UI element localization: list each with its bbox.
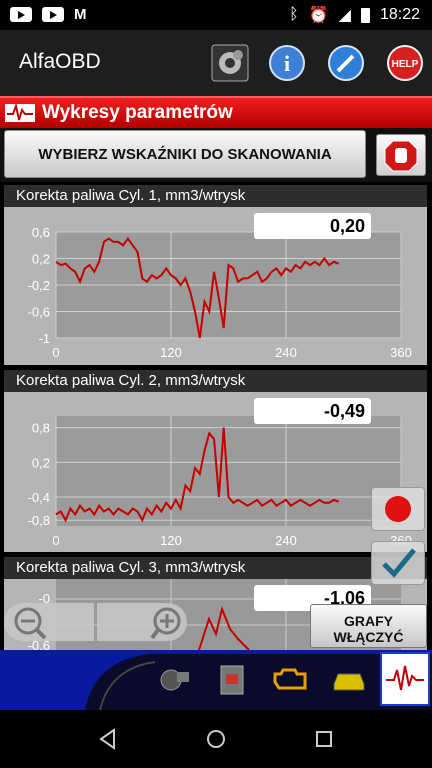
x-tick-label: 240	[275, 345, 297, 360]
back-icon[interactable]	[96, 727, 120, 751]
x-tick-label: 0	[52, 533, 59, 548]
gmail-notification-icon: M	[74, 6, 87, 23]
turbo-button[interactable]	[151, 656, 197, 702]
x-tick-label: 0	[52, 345, 59, 360]
x-tick-label: 120	[160, 345, 182, 360]
bluetooth-icon: ᛒ	[289, 6, 299, 23]
turbo-icon	[160, 669, 189, 691]
chart-title-3: Korekta paliwa Cyl. 3, mm3/wtrysk	[4, 557, 427, 579]
screen-title-bar: Wykresy parametrów	[0, 96, 432, 128]
help-icon: HELP	[387, 45, 423, 81]
data-line	[55, 427, 340, 523]
car-icon	[333, 673, 365, 691]
status-bar: M ᛒ ⏰ ◢ 18:22	[0, 0, 432, 30]
wrench-icon	[328, 45, 364, 81]
confirm-button[interactable]	[371, 541, 425, 585]
info-button[interactable]: i	[268, 44, 306, 82]
zoom-in-button[interactable]	[97, 603, 187, 641]
y-tick-label: -0,4	[28, 490, 50, 505]
graphs-toggle-button[interactable]: GRAFY WŁĄCZYĆ	[310, 604, 427, 648]
tools-button[interactable]	[327, 44, 365, 82]
x-tick-label: 120	[160, 533, 182, 548]
toolbar-decoration	[85, 654, 432, 710]
y-tick-label: 0,8	[32, 421, 50, 436]
y-tick-label: -0,2	[28, 278, 50, 293]
y-tick-label: 0,2	[32, 455, 50, 470]
stop-button[interactable]	[376, 134, 426, 176]
android-nav-bar	[0, 710, 432, 768]
app-title: AlfaOBD	[19, 50, 101, 73]
chart-body-1: 0,6 0,2 -0,2 -0,6 -1 0 120 240 360 0,20	[4, 207, 427, 365]
ecu-module-icon	[220, 665, 244, 695]
current-value-1: 0,20	[254, 213, 371, 239]
waveform-icon	[386, 665, 424, 691]
current-value-2: -0,49	[254, 398, 371, 424]
car-button[interactable]	[326, 656, 372, 702]
data-line	[55, 236, 340, 339]
clock: 18:22	[379, 6, 420, 23]
info-icon: i	[269, 45, 305, 81]
data-line	[198, 605, 250, 650]
stop-hand-icon	[384, 140, 418, 172]
alarm-icon: ⏰	[308, 7, 329, 24]
select-parameters-button[interactable]: WYBIERZ WSKAŹNIKI DO SKANOWANIA	[4, 130, 366, 178]
chart-panel-1: Korekta paliwa Cyl. 1, mm3/wtrysk 0,6 0,2…	[4, 185, 427, 365]
zoom-in-icon	[150, 607, 181, 640]
battery-icon	[360, 7, 370, 23]
chart-title-2: Korekta paliwa Cyl. 2, mm3/wtrysk	[4, 370, 427, 392]
y-tick-label: -1	[38, 331, 50, 346]
chart-title-1: Korekta paliwa Cyl. 1, mm3/wtrysk	[4, 185, 427, 207]
engine-icon	[273, 668, 307, 690]
chart-body-2: 0,80,2-0,4-0,80120240360 -0,49	[4, 392, 427, 552]
app-bar: AlfaOBD i HELP	[0, 30, 432, 96]
youtube-notification-icon	[10, 7, 32, 22]
recents-icon[interactable]	[312, 727, 336, 751]
line-chart-2: 0,80,2-0,4-0,80120240360	[28, 416, 412, 548]
record-button[interactable]	[371, 487, 425, 531]
y-tick-label: 0,2	[32, 252, 50, 267]
select-bar: WYBIERZ WSKAŹNIKI DO SKANOWANIA	[0, 128, 432, 182]
y-tick-label: -0,8	[28, 513, 50, 528]
y-tick-label: -0	[38, 591, 50, 606]
zoom-out-icon	[14, 607, 47, 640]
y-tick-label: 0,6	[32, 225, 50, 240]
gear-icon	[211, 44, 249, 82]
checkmark-icon	[382, 548, 416, 578]
x-tick-label: 240	[275, 533, 297, 548]
svg-text:i: i	[284, 51, 290, 76]
plot-area	[56, 416, 401, 526]
settings-button[interactable]	[211, 44, 249, 82]
alfaobd-logo-icon	[5, 102, 35, 122]
bottom-toolbar	[0, 650, 432, 710]
page-title: Wykresy parametrów	[42, 102, 233, 123]
zoom-controls	[4, 603, 188, 641]
engine-button[interactable]	[267, 656, 313, 702]
youtube-notification-icon	[42, 7, 64, 22]
graphs-tab-button[interactable]	[380, 652, 430, 706]
record-icon	[385, 496, 411, 522]
chart-panel-2: Korekta paliwa Cyl. 2, mm3/wtrysk 0,8 0,2…	[4, 370, 427, 552]
zoom-out-button[interactable]	[4, 603, 94, 641]
x-tick-label: 360	[390, 345, 412, 360]
home-icon[interactable]	[204, 727, 228, 751]
signal-icon: ◢	[338, 7, 351, 24]
help-button[interactable]: HELP	[386, 44, 424, 82]
help-label: HELP	[392, 59, 419, 70]
y-tick-label: -0,6	[28, 305, 50, 320]
y-tick-label: -0,6	[28, 638, 50, 650]
ecu-button[interactable]	[209, 656, 255, 702]
